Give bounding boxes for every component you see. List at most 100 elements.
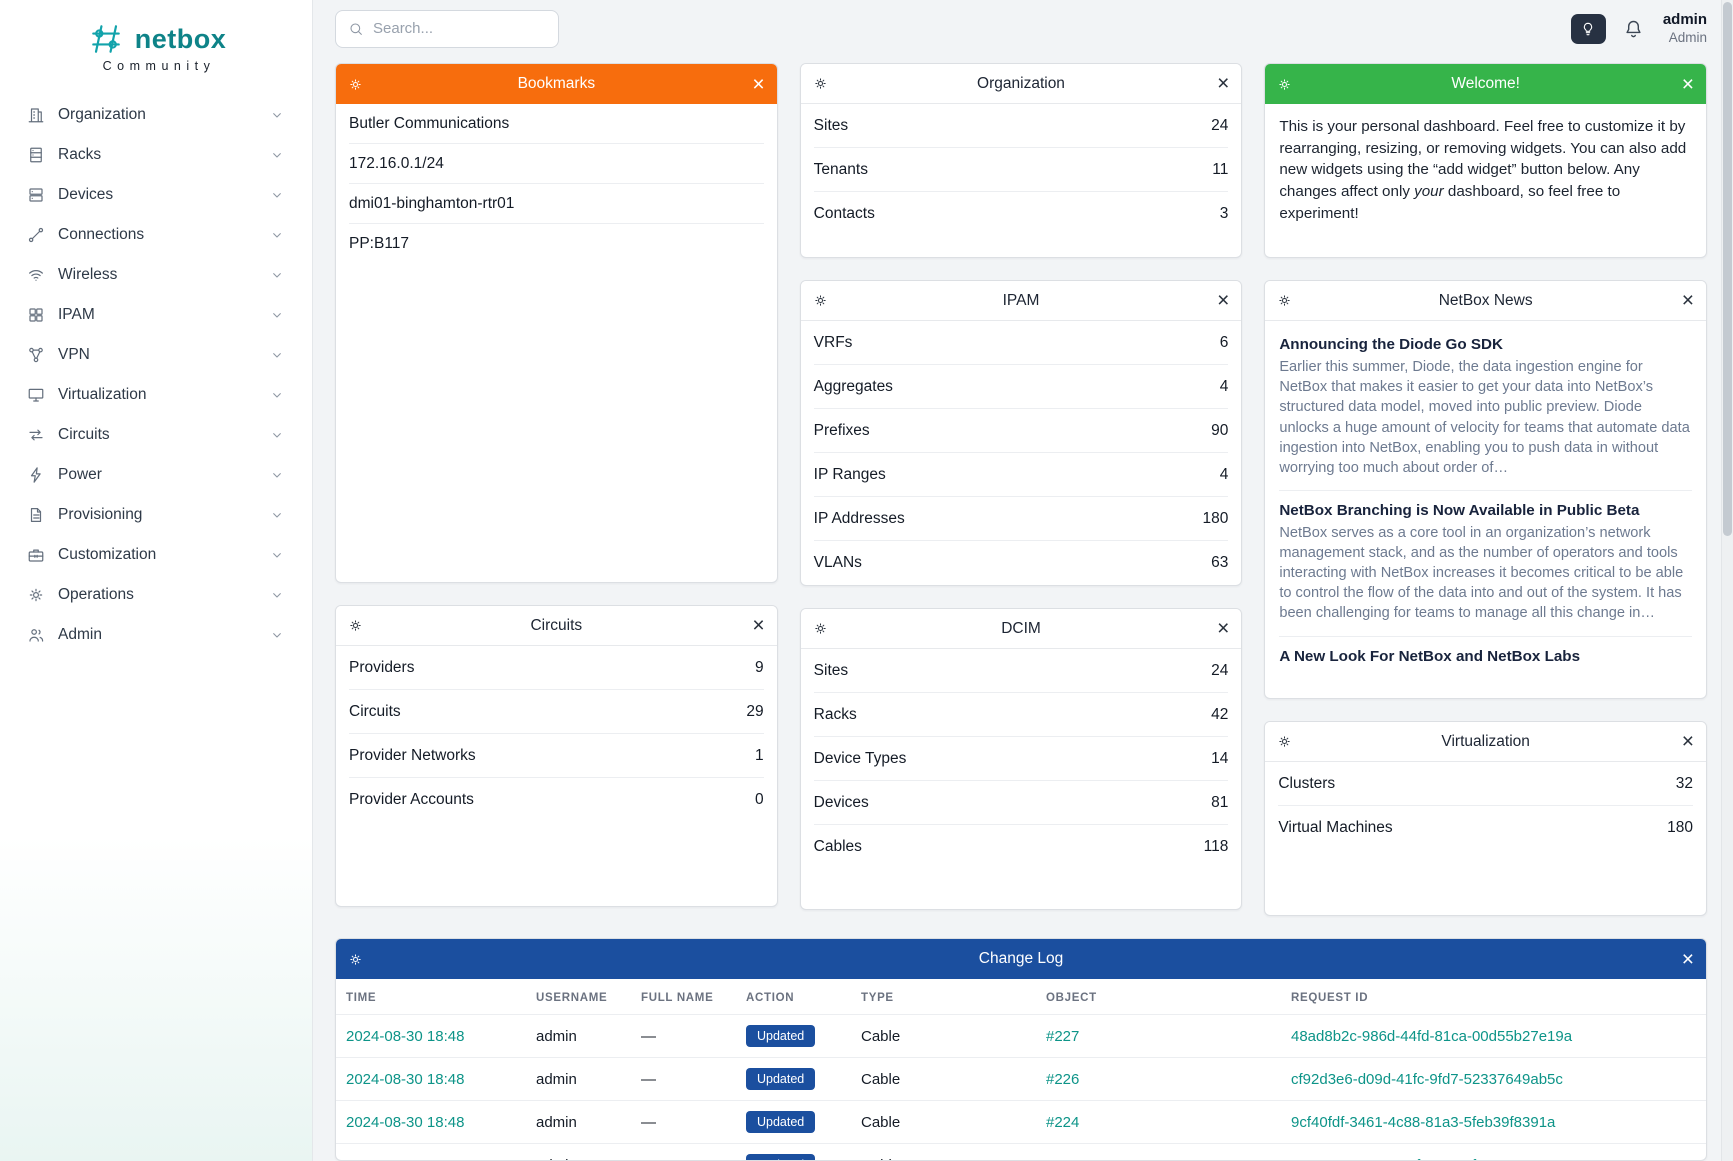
- news-article-title[interactable]: A New Look For NetBox and NetBox Labs: [1279, 647, 1581, 665]
- sidebar-item-devices[interactable]: Devices: [14, 175, 298, 215]
- news-article-title[interactable]: Announcing the Diode Go SDK: [1279, 336, 1503, 354]
- bookmark-item[interactable]: Butler Communications: [349, 104, 764, 145]
- user-role: Admin: [1668, 29, 1707, 45]
- sidebar-item-power[interactable]: Power: [14, 455, 298, 495]
- user-menu[interactable]: admin Admin: [1663, 11, 1707, 47]
- bookmark-item[interactable]: dmi01-binghamton-rtr01: [349, 184, 764, 225]
- changelog-time-link[interactable]: 2024-08-30 18:48: [346, 1070, 465, 1088]
- changelog-object-link[interactable]: #224: [1046, 1113, 1080, 1131]
- widget-close-icon[interactable]: ×: [1217, 617, 1230, 641]
- chevron-down-icon: [269, 107, 285, 123]
- sidebar-item-vpn[interactable]: VPN: [14, 335, 298, 375]
- sidebar-item-organization[interactable]: Organization: [14, 95, 298, 135]
- stat-label: Clusters: [1278, 774, 1336, 792]
- stat-row[interactable]: Providers 9: [349, 646, 764, 691]
- widget-config-icon[interactable]: [348, 77, 370, 92]
- stat-row[interactable]: Devices 81: [813, 781, 1229, 826]
- stat-label: Tenants: [813, 160, 868, 178]
- transfer-arrows-icon: [27, 426, 45, 444]
- changelog-time-link[interactable]: 2024-08-30 18:48: [346, 1113, 465, 1131]
- stat-row[interactable]: VLANs 63: [814, 541, 1229, 585]
- changelog-object-link[interactable]: #227: [1046, 1027, 1080, 1045]
- stat-row[interactable]: Sites 24: [813, 649, 1229, 694]
- widget-config-icon[interactable]: [348, 618, 370, 633]
- widget-title: IPAM: [1002, 291, 1040, 309]
- stat-value: 118: [1203, 838, 1229, 856]
- changelog-request-link[interactable]: cf92d3e6-d09d-41fc-9fd7-52337649ab5c: [1291, 1070, 1563, 1088]
- stat-row[interactable]: IP Ranges 4: [813, 453, 1229, 498]
- widget-config-icon[interactable]: [1277, 293, 1299, 308]
- widget-config-icon[interactable]: [1277, 77, 1299, 92]
- stat-row[interactable]: Provider Networks 1: [349, 734, 764, 779]
- stat-row[interactable]: IP Addresses 180: [813, 497, 1229, 542]
- stat-row[interactable]: VRFs 6: [813, 321, 1229, 366]
- sidebar-item-operations[interactable]: Operations: [14, 575, 298, 615]
- widget-close-icon[interactable]: ×: [1681, 289, 1694, 313]
- changelog-fullname: —: [631, 1143, 736, 1161]
- changelog-time-link[interactable]: 2024-08-30 18:47: [346, 1157, 464, 1160]
- search-box[interactable]: [335, 9, 559, 48]
- stat-label: Virtual Machines: [1278, 819, 1393, 837]
- widget-close-icon[interactable]: ×: [1681, 947, 1694, 971]
- chevron-down-icon: [269, 507, 285, 523]
- theme-toggle-button[interactable]: [1570, 13, 1606, 44]
- sidebar-item-connections[interactable]: Connections: [14, 215, 298, 255]
- scrollbar-thumb[interactable]: [1723, 2, 1732, 537]
- changelog-request-link[interactable]: 7a2c4a3a-aac0-47f3-9916-f89301c007a3: [1291, 1157, 1567, 1160]
- sidebar-item-racks[interactable]: Racks: [14, 135, 298, 175]
- stat-row[interactable]: Contacts 3: [814, 192, 1229, 236]
- stat-row[interactable]: Sites 24: [813, 104, 1229, 149]
- stat-value: 14: [1211, 749, 1229, 767]
- sidebar-item-customization[interactable]: Customization: [14, 535, 298, 575]
- sidebar-item-admin[interactable]: Admin: [14, 615, 298, 655]
- widget-config-icon[interactable]: [813, 76, 835, 91]
- widget-config-icon[interactable]: [813, 293, 835, 308]
- changelog-table: TIME USERNAME FULL NAME ACTION TYPE OBJE…: [336, 979, 1706, 1161]
- stat-row[interactable]: Racks 42: [813, 693, 1229, 738]
- changelog-time-link[interactable]: 2024-08-30 18:48: [346, 1027, 465, 1045]
- stat-label: Devices: [813, 793, 869, 811]
- widget-close-icon[interactable]: ×: [1681, 730, 1694, 754]
- bookmark-item[interactable]: 172.16.0.1/24: [349, 144, 764, 185]
- sidebar-item-wireless[interactable]: Wireless: [14, 255, 298, 295]
- stat-row[interactable]: Circuits 29: [349, 690, 764, 735]
- stat-label: Cables: [813, 838, 862, 856]
- widget-config-icon[interactable]: [1277, 734, 1299, 749]
- stat-row[interactable]: Virtual Machines 180: [1278, 806, 1693, 850]
- changelog-type: Cable: [851, 1143, 1036, 1161]
- stat-row[interactable]: Clusters 32: [1278, 762, 1693, 807]
- widget-close-icon[interactable]: ×: [1217, 289, 1230, 313]
- changelog-request-link[interactable]: 9cf40fdf-3461-4c88-81a3-5feb39f8391a: [1291, 1113, 1556, 1131]
- widget-close-icon[interactable]: ×: [752, 72, 765, 96]
- widget-close-icon[interactable]: ×: [752, 614, 765, 638]
- stat-row[interactable]: Device Types 14: [813, 737, 1229, 782]
- stat-row[interactable]: Provider Accounts 0: [349, 778, 764, 822]
- scrollbar[interactable]: [1721, 0, 1733, 1161]
- stat-row[interactable]: Tenants 11: [813, 148, 1229, 193]
- bookmark-item[interactable]: PP:B117: [349, 235, 410, 253]
- changelog-object-link[interactable]: #226: [1046, 1070, 1080, 1088]
- search-input[interactable]: [373, 20, 546, 38]
- widget-config-icon[interactable]: [348, 952, 370, 967]
- changelog-request-link[interactable]: 48ad8b2c-986d-44fd-81ca-00d55b27e19a: [1291, 1027, 1573, 1045]
- sidebar-item-virtualization[interactable]: Virtualization: [14, 375, 298, 415]
- stat-label: IP Ranges: [813, 465, 886, 483]
- widget-title: Virtualization: [1441, 732, 1530, 750]
- stat-row[interactable]: Cables 118: [814, 825, 1229, 869]
- sidebar-item-circuits[interactable]: Circuits: [14, 415, 298, 455]
- stat-row[interactable]: Aggregates 4: [813, 365, 1229, 410]
- home-link[interactable]: netbox: [10, 22, 302, 56]
- widget-close-icon[interactable]: ×: [1681, 72, 1694, 96]
- chevron-down-icon: [269, 187, 285, 203]
- widget-close-icon[interactable]: ×: [1217, 72, 1230, 96]
- notifications-button[interactable]: [1621, 16, 1646, 41]
- chevron-down-icon: [269, 307, 285, 323]
- news-article-title[interactable]: NetBox Branching is Now Available in Pub…: [1279, 501, 1640, 519]
- changelog-object-link[interactable]: #223: [1046, 1157, 1079, 1160]
- sidebar-item-ipam[interactable]: IPAM: [14, 295, 298, 335]
- widget-config-icon[interactable]: [813, 621, 835, 636]
- widget-title: NetBox News: [1438, 291, 1533, 309]
- sidebar-item-provisioning[interactable]: Provisioning: [14, 495, 298, 535]
- stat-row[interactable]: Prefixes 90: [813, 409, 1229, 454]
- stat-label: Providers: [349, 658, 415, 676]
